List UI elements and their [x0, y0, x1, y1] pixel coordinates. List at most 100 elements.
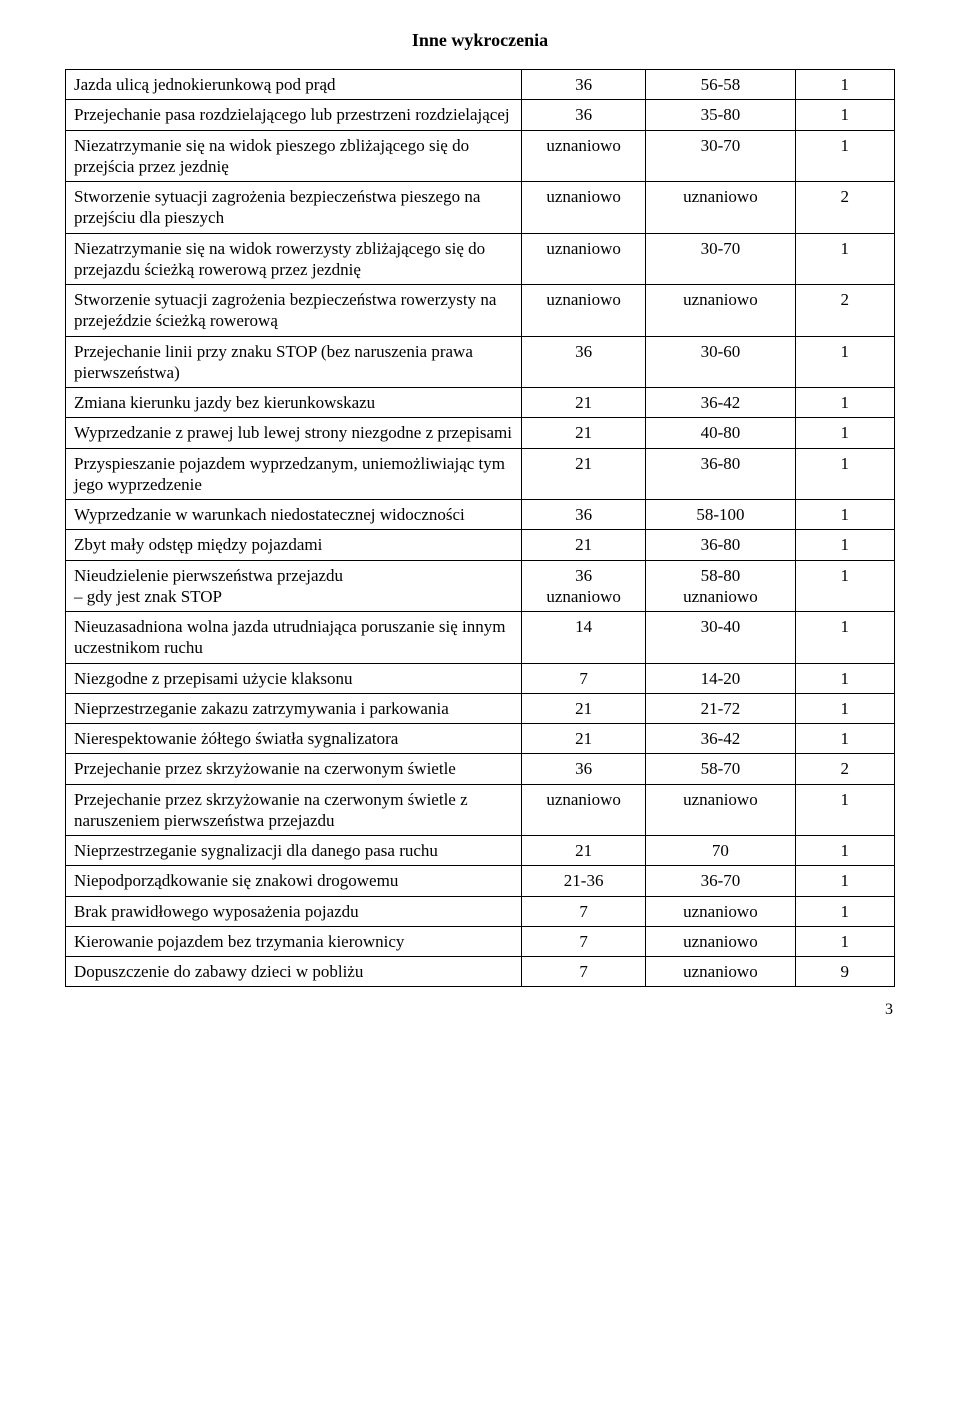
col-value-1: 7: [521, 663, 645, 693]
col-value-2: 58-70: [646, 754, 795, 784]
table-row: Przejechanie przez skrzyżowanie na czerw…: [66, 754, 895, 784]
col-value-3: 2: [795, 754, 894, 784]
violation-description: Przejechanie linii przy znaku STOP (bez …: [66, 336, 522, 388]
col-value-3: 1: [795, 612, 894, 664]
col-value-2: 36-42: [646, 724, 795, 754]
col-value-2: uznaniowo: [646, 784, 795, 836]
violation-description: Zmiana kierunku jazdy bez kierunkowskazu: [66, 388, 522, 418]
table-row: Przejechanie pasa rozdzielającego lub pr…: [66, 100, 895, 130]
col-value-2: uznaniowo: [646, 926, 795, 956]
violation-description: Stworzenie sytuacji zagrożenia bezpiecze…: [66, 182, 522, 234]
col-value-1: uznaniowo: [521, 784, 645, 836]
col-value-1: 21: [521, 836, 645, 866]
col-value-3: 1: [795, 418, 894, 448]
col-value-2: 30-70: [646, 233, 795, 285]
col-value-2: 58-100: [646, 500, 795, 530]
col-value-2: 30-70: [646, 130, 795, 182]
section-title: Inne wykroczenia: [65, 30, 895, 51]
col-value-2: uznaniowo: [646, 182, 795, 234]
violation-description: Przejechanie przez skrzyżowanie na czerw…: [66, 754, 522, 784]
col-value-3: 2: [795, 182, 894, 234]
col-value-1: 14: [521, 612, 645, 664]
table-row: Kierowanie pojazdem bez trzymania kierow…: [66, 926, 895, 956]
col-value-3: 1: [795, 130, 894, 182]
col-value-3: 1: [795, 336, 894, 388]
col-value-3: 1: [795, 70, 894, 100]
col-value-3: 1: [795, 500, 894, 530]
table-row: Przyspieszanie pojazdem wyprzedzanym, un…: [66, 448, 895, 500]
col-value-3: 1: [795, 100, 894, 130]
col-value-2: 40-80: [646, 418, 795, 448]
table-row: Dopuszczenie do zabawy dzieci w pobliżu7…: [66, 957, 895, 987]
col-value-1: 21: [521, 448, 645, 500]
table-row: Niezgodne z przepisami użycie klaksonu71…: [66, 663, 895, 693]
col-value-2: 56-58: [646, 70, 795, 100]
violation-description: Niezatrzymanie się na widok rowerzysty z…: [66, 233, 522, 285]
col-value-1: 21: [521, 724, 645, 754]
violation-description: Nieudzielenie pierwszeństwa przejazdu– g…: [66, 560, 522, 612]
col-value-1: 36: [521, 70, 645, 100]
col-value-2: 30-60: [646, 336, 795, 388]
table-body: Jazda ulicą jednokierunkową pod prąd3656…: [66, 70, 895, 987]
col-value-1: 7: [521, 957, 645, 987]
col-value-2: uznaniowo: [646, 957, 795, 987]
col-value-3: 1: [795, 926, 894, 956]
col-value-3: 1: [795, 530, 894, 560]
violation-description: Przyspieszanie pojazdem wyprzedzanym, un…: [66, 448, 522, 500]
violation-description: Wyprzedzanie w warunkach niedostatecznej…: [66, 500, 522, 530]
col-value-1: 36: [521, 500, 645, 530]
col-value-3: 1: [795, 836, 894, 866]
col-value-3: 1: [795, 866, 894, 896]
col-value-2: 70: [646, 836, 795, 866]
col-value-3: 1: [795, 724, 894, 754]
table-row: Nieuzasadniona wolna jazda utrudniająca …: [66, 612, 895, 664]
col-value-1: uznaniowo: [521, 130, 645, 182]
col-value-3: 1: [795, 896, 894, 926]
table-row: Wyprzedzanie z prawej lub lewej strony n…: [66, 418, 895, 448]
col-value-1: 36: [521, 100, 645, 130]
table-row: Brak prawidłowego wyposażenia pojazdu7uz…: [66, 896, 895, 926]
col-value-2: 30-40: [646, 612, 795, 664]
table-row: Nierespektowanie żółtego światła sygnali…: [66, 724, 895, 754]
table-row: Niepodporządkowanie się znakowi drogowem…: [66, 866, 895, 896]
violation-description: Kierowanie pojazdem bez trzymania kierow…: [66, 926, 522, 956]
col-value-3: 1: [795, 693, 894, 723]
violations-table: Jazda ulicą jednokierunkową pod prąd3656…: [65, 69, 895, 987]
col-value-2: 14-20: [646, 663, 795, 693]
table-row: Nieprzestrzeganie zakazu zatrzymywania i…: [66, 693, 895, 723]
table-row: Zmiana kierunku jazdy bez kierunkowskazu…: [66, 388, 895, 418]
col-value-3: 1: [795, 388, 894, 418]
col-value-3: 1: [795, 233, 894, 285]
violation-description: Przejechanie pasa rozdzielającego lub pr…: [66, 100, 522, 130]
col-value-1: 21: [521, 530, 645, 560]
violation-description: Stworzenie sytuacji zagrożenia bezpiecze…: [66, 285, 522, 337]
table-row: Niezatrzymanie się na widok pieszego zbl…: [66, 130, 895, 182]
col-value-2: 36-70: [646, 866, 795, 896]
col-value-2: 36-80: [646, 448, 795, 500]
col-value-3: 1: [795, 560, 894, 612]
violation-description: Brak prawidłowego wyposażenia pojazdu: [66, 896, 522, 926]
table-row: Wyprzedzanie w warunkach niedostatecznej…: [66, 500, 895, 530]
table-row: Stworzenie sytuacji zagrożenia bezpiecze…: [66, 285, 895, 337]
page-number: 3: [65, 1001, 895, 1019]
col-value-1: 7: [521, 896, 645, 926]
col-value-3: 1: [795, 784, 894, 836]
violation-description: Nierespektowanie żółtego światła sygnali…: [66, 724, 522, 754]
table-row: Niezatrzymanie się na widok rowerzysty z…: [66, 233, 895, 285]
col-value-1: uznaniowo: [521, 233, 645, 285]
violation-description: Zbyt mały odstęp między pojazdami: [66, 530, 522, 560]
table-row: Przejechanie linii przy znaku STOP (bez …: [66, 336, 895, 388]
col-value-1: 21: [521, 388, 645, 418]
table-row: Zbyt mały odstęp między pojazdami2136-80…: [66, 530, 895, 560]
violation-description: Niepodporządkowanie się znakowi drogowem…: [66, 866, 522, 896]
col-value-3: 9: [795, 957, 894, 987]
table-row: Przejechanie przez skrzyżowanie na czerw…: [66, 784, 895, 836]
col-value-3: 2: [795, 285, 894, 337]
violation-description: Nieprzestrzeganie zakazu zatrzymywania i…: [66, 693, 522, 723]
col-value-1: 36: [521, 754, 645, 784]
col-value-1: 36: [521, 336, 645, 388]
col-value-1: uznaniowo: [521, 182, 645, 234]
col-value-2: 35-80: [646, 100, 795, 130]
col-value-2: uznaniowo: [646, 896, 795, 926]
violation-description: Nieprzestrzeganie sygnalizacji dla daneg…: [66, 836, 522, 866]
